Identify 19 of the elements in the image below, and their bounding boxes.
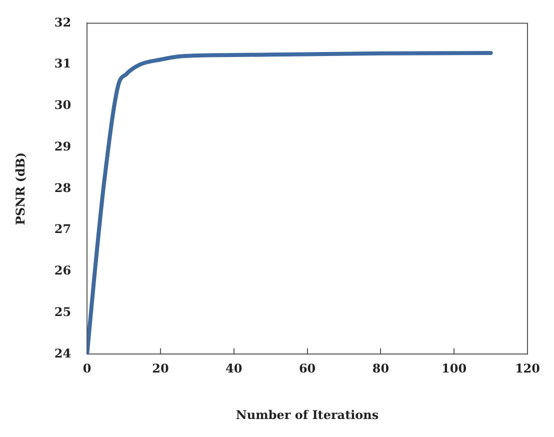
x-tick-label: 60	[298, 362, 316, 376]
x-tick-label: 100	[442, 362, 467, 376]
x-axis-title: Number of Iterations	[236, 408, 379, 422]
x-tick-label: 0	[82, 362, 92, 376]
x-tick-label: 80	[372, 362, 390, 376]
x-tick-label: 40	[226, 362, 242, 376]
y-tick-label: 30	[54, 98, 72, 112]
x-tick-label: 20	[152, 362, 169, 376]
y-tick-label: 25	[54, 304, 72, 319]
line-series	[87, 50, 493, 354]
y-tick-label: 24	[54, 346, 72, 360]
y-tick-label: 28	[54, 180, 72, 195]
y-tick-label: 26	[54, 264, 72, 278]
y-tick-label: 27	[54, 222, 72, 236]
y-tick-label: 31	[54, 56, 72, 71]
x-tick-label: 120	[514, 362, 540, 376]
y-tick-label: 29	[54, 139, 72, 154]
y-tick-label: 32	[54, 15, 72, 30]
y-axis-title: PSNR (dB)	[13, 152, 28, 226]
